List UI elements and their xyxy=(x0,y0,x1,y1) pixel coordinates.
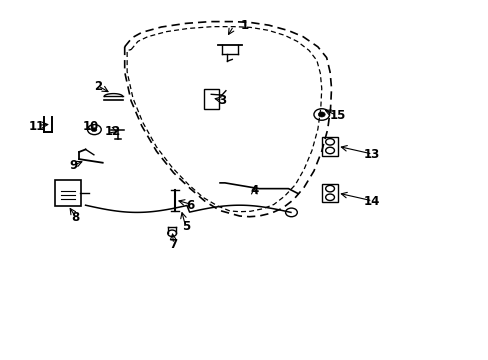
Text: 4: 4 xyxy=(250,184,258,197)
Text: 5: 5 xyxy=(182,220,189,233)
Text: 11: 11 xyxy=(28,120,45,132)
Text: 3: 3 xyxy=(218,94,226,107)
Text: 7: 7 xyxy=(169,238,177,251)
Text: 8: 8 xyxy=(72,211,80,224)
Text: 15: 15 xyxy=(328,109,345,122)
Text: 12: 12 xyxy=(104,125,121,138)
Text: 14: 14 xyxy=(363,195,379,208)
Text: 1: 1 xyxy=(240,19,248,32)
Text: 13: 13 xyxy=(363,148,379,161)
Text: 9: 9 xyxy=(69,159,77,172)
Circle shape xyxy=(92,128,97,131)
Circle shape xyxy=(318,112,325,117)
Text: 6: 6 xyxy=(186,199,194,212)
Text: 10: 10 xyxy=(82,120,99,132)
Text: 2: 2 xyxy=(94,80,102,93)
